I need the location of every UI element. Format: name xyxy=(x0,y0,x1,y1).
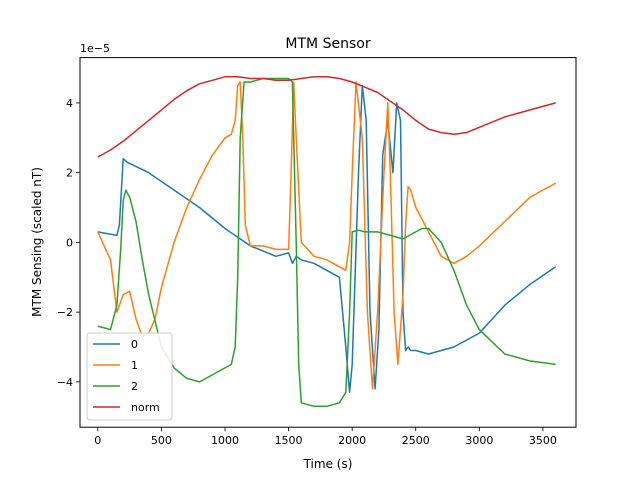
y-tick-label: 4 xyxy=(66,97,73,110)
x-tick-label: 3000 xyxy=(465,434,493,447)
x-tick-label: 2000 xyxy=(338,434,366,447)
x-tick-label: 2500 xyxy=(402,434,430,447)
y-scale-label: 1e−5 xyxy=(80,42,110,55)
series-line-0 xyxy=(97,84,557,394)
y-tick-label: 0 xyxy=(66,236,73,249)
y-axis-ticks: −4 −2 0 2 4 xyxy=(57,97,80,389)
y-tick-label: −2 xyxy=(57,306,73,319)
legend-label-1: 1 xyxy=(131,359,138,372)
plot-area xyxy=(79,57,577,428)
legend: 0 1 2 norm xyxy=(86,332,173,421)
legend-label-norm: norm xyxy=(131,401,160,414)
series-line-1 xyxy=(97,81,557,390)
x-axis-label: Time (s) xyxy=(303,457,353,471)
y-tick-label: 2 xyxy=(66,167,73,180)
y-tick-label: −4 xyxy=(57,376,73,389)
x-tick-label: 0 xyxy=(94,434,101,447)
x-tick-label: 500 xyxy=(151,434,172,447)
x-tick-label: 1500 xyxy=(275,434,303,447)
legend-box xyxy=(86,332,173,421)
x-tick-label: 3500 xyxy=(529,434,557,447)
x-axis-ticks: 0 500 1000 1500 2000 2500 3000 3500 xyxy=(94,427,557,447)
legend-label-0: 0 xyxy=(131,338,138,351)
legend-label-2: 2 xyxy=(131,380,138,393)
x-tick-label: 1000 xyxy=(211,434,239,447)
chart-title: MTM Sensor xyxy=(285,36,370,52)
series-line-norm xyxy=(97,76,556,158)
series-line-2 xyxy=(97,77,556,408)
series-layer xyxy=(97,76,557,408)
y-axis-label: MTM Sensing (scaled nT) xyxy=(30,167,44,317)
